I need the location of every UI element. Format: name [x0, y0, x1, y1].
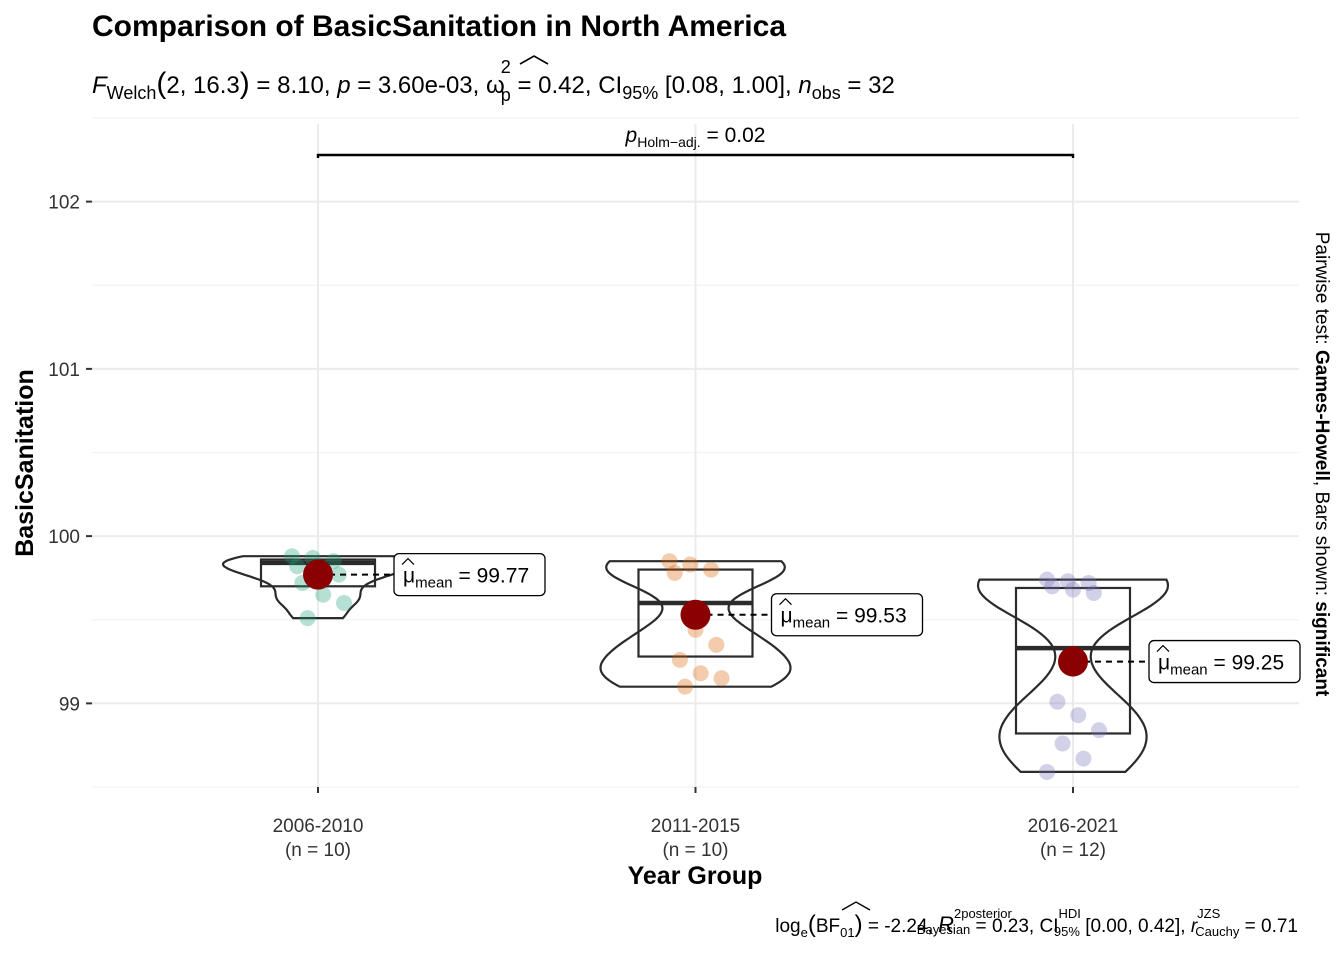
y-axis-title: BasicSanitation [11, 369, 39, 557]
mean-label-box [770, 593, 924, 637]
data-point [315, 586, 332, 603]
data-point [1085, 584, 1102, 601]
subtitle-ci-label: CI [598, 72, 622, 99]
subtitle-n-sub: obs [812, 83, 841, 103]
data-point [289, 558, 306, 575]
mu-hat-icon [401, 557, 415, 566]
data-point [666, 564, 683, 581]
mean-label: μmean = 99.77 [403, 565, 529, 592]
data-point [299, 610, 316, 627]
y-tick-label: 102 [48, 193, 80, 214]
subtitle-p-label: p [336, 72, 350, 99]
mean-label: μmean = 99.53 [781, 605, 907, 632]
x-axis: 2006-2010 (n = 10) 2011-2015 (n = 10) 2016-2… [273, 787, 1119, 861]
y-tick-label: 101 [48, 360, 80, 381]
data-point [1054, 735, 1071, 752]
mu-hat-icon [779, 597, 792, 606]
subtitle-stat-value: 8.10 [277, 72, 324, 99]
subtitle-stat-name: F [92, 72, 108, 99]
mu-hat-icon [1156, 644, 1170, 652]
data-point [1044, 578, 1061, 595]
data-point [677, 678, 694, 695]
r2-hat-icon [841, 901, 871, 911]
x-tick-count: (n = 10) [285, 840, 351, 861]
pairwise-bracket: pHolm−adj. = 0.02 [316, 124, 1075, 158]
subtitle-effect-value: 0.42 [538, 72, 585, 99]
data-point [284, 548, 300, 565]
mean-label-box [393, 552, 546, 597]
subtitle-n-value: 32 [868, 72, 895, 99]
data-point [1091, 722, 1107, 739]
x-tick-label: 2016-2021 [1028, 816, 1119, 837]
mean-point [680, 599, 711, 630]
mean-point [303, 559, 333, 590]
data-point [1080, 574, 1097, 591]
data-point [682, 556, 699, 573]
omega-hat-icon [519, 55, 549, 65]
violin-2011-2015 [599, 560, 792, 688]
data-point [713, 670, 730, 687]
mean-point [1058, 646, 1088, 677]
data-point [671, 651, 688, 668]
pairwise-bracket-line [316, 153, 1075, 158]
data-point [692, 665, 709, 682]
subtitle-ci-sub: 95% [622, 83, 658, 103]
x-tick-label: 2006-2010 [273, 816, 364, 837]
mean-label-box [1148, 639, 1301, 684]
data-point [661, 553, 678, 570]
data-point [703, 561, 720, 578]
pairwise-label: pHolm−adj. = 0.02 [625, 124, 766, 150]
data-point [708, 636, 725, 653]
data-point [1039, 763, 1055, 780]
chart-title: Comparison of BasicSanitation in North A… [92, 10, 786, 43]
chart-caption: loge(BF01) = -2.24, R2posterior Bayesian … [775, 906, 1298, 940]
violin-2006-2010 [221, 555, 415, 620]
mean-label: μmean = 99.25 [1158, 652, 1284, 679]
x-tick-label: 2011-2015 [651, 816, 740, 837]
y-tick-label: 100 [48, 527, 80, 548]
subtitle-effect-sub: p [501, 85, 511, 105]
subtitle-ci-value: [0.08, 1.00] [665, 72, 785, 99]
data-point [330, 566, 347, 583]
x-tick-count: (n = 12) [1040, 840, 1106, 861]
y-axis: 99 100 101 102 [48, 193, 92, 715]
data-point [1059, 573, 1076, 590]
data-point [336, 595, 352, 612]
data-point [1049, 693, 1066, 710]
data-point [1065, 581, 1081, 598]
subtitle-p-value: 3.60e-03 [378, 72, 473, 99]
data-point [1039, 571, 1055, 588]
x-tick-count: (n = 10) [662, 840, 728, 861]
chart-subtitle: FWelch(2, 16.3) = 8.10, p = 3.60e-03, ω2… [92, 57, 895, 105]
subtitle-effect-symbol: ω [486, 72, 505, 99]
side-label: Pairwise test: Games-Howell, Bars shown:… [1311, 232, 1332, 697]
box-2011-2015 [637, 568, 754, 658]
data-point [1075, 750, 1092, 767]
subtitle-stat-sub: Welch [107, 83, 157, 103]
subtitle-effect-sup: 2 [501, 57, 511, 77]
y-tick-label: 99 [59, 694, 80, 715]
data-point [1070, 707, 1087, 724]
subtitle-n-label: n [798, 72, 811, 99]
subtitle-df: 2, 16.3 [166, 72, 239, 99]
means: μmean = 99.77 μmean = 99.53 μmean = 99.25 [303, 552, 1301, 684]
x-axis-title: Year Group [628, 862, 763, 890]
